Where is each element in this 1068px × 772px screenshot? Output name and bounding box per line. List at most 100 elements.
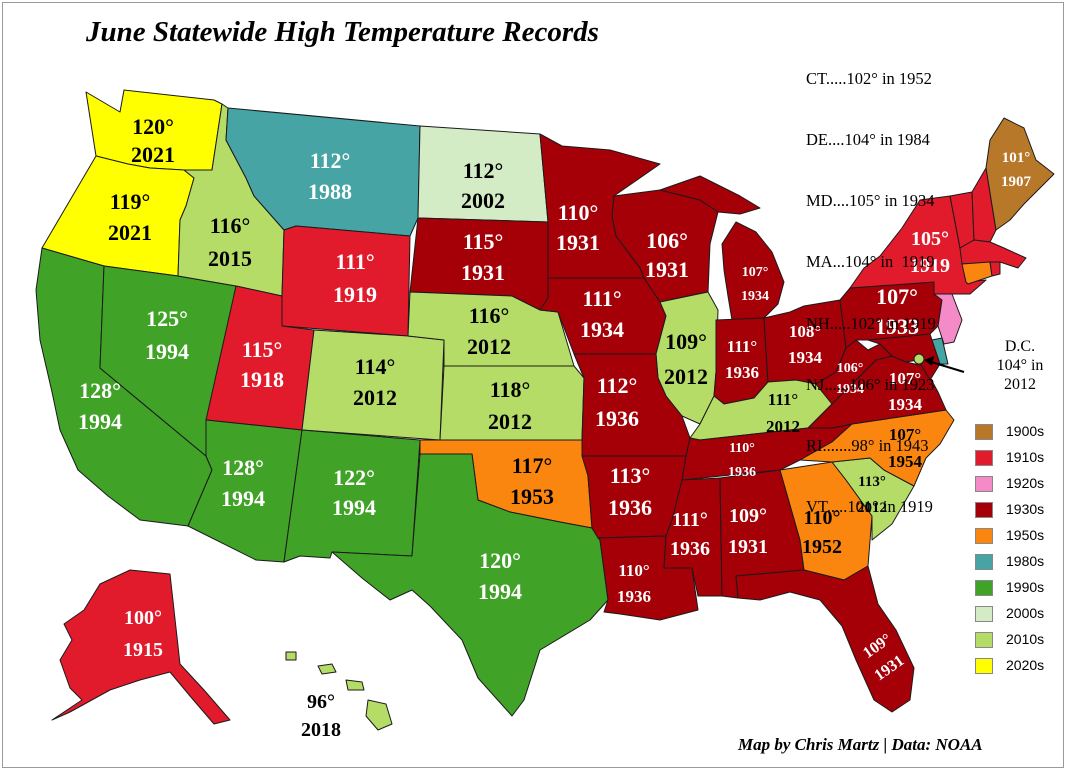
legend-label: 2020s: [1006, 657, 1045, 673]
wv-year: 1934: [836, 382, 864, 397]
state-de[interactable]: [931, 337, 949, 365]
legend-swatch: [975, 632, 993, 648]
sd-temp: 115°: [463, 229, 504, 254]
nc-year: 1954: [888, 452, 923, 471]
state-nm[interactable]: [283, 429, 421, 563]
legend-label: 1990s: [1006, 579, 1045, 595]
state-mi[interactable]: [721, 221, 785, 321]
ne-year: 2012: [467, 334, 511, 359]
or-temp: 119°: [110, 189, 151, 214]
legend-swatch: [975, 424, 993, 440]
state-me[interactable]: [985, 117, 1055, 231]
wy-temp: 111°: [335, 249, 374, 274]
hi-year: 2018: [301, 719, 341, 741]
map-credit: Map by Chris Martz | Data: NOAA: [738, 735, 983, 754]
ut-temp: 115°: [242, 337, 283, 362]
dc-label: D.C. 104° in 2012: [984, 337, 1056, 394]
legend-label: 1980s: [1006, 553, 1045, 569]
mn-temp: 110°: [558, 200, 599, 225]
va-year: 1934: [888, 395, 923, 414]
va-temp: 107°: [889, 369, 921, 388]
dc-arrow-head: [924, 356, 934, 366]
state-nc[interactable]: [799, 409, 955, 487]
state-ct[interactable]: [961, 261, 993, 285]
ks-year: 2012: [488, 409, 532, 434]
small-state-entry: CT.....102° in 1952: [806, 68, 932, 88]
ny-temp: 105°: [911, 228, 949, 250]
dc-label-line: 2012: [1004, 376, 1036, 393]
pa-year: 1933: [875, 314, 919, 339]
co-year: 2012: [353, 385, 397, 410]
ny-year: 1919: [910, 255, 950, 277]
state-ak[interactable]: [51, 569, 231, 725]
state-hi-2[interactable]: [317, 663, 337, 675]
dc-marker[interactable]: [913, 353, 925, 365]
legend-label: 1950s: [1006, 527, 1045, 543]
small-state-entry: VT.....101° in 1919: [806, 497, 933, 517]
me-temp: 101°: [1002, 150, 1031, 166]
il-temp: 109°: [665, 329, 707, 354]
mi-temp: 107°: [742, 265, 769, 280]
in-year: 1936: [725, 363, 759, 382]
dc-label-line: 104° in: [996, 357, 1044, 374]
legend-label: 1930s: [1006, 501, 1045, 517]
state-hi-4[interactable]: [365, 699, 393, 731]
state-hi-3[interactable]: [345, 679, 365, 691]
tx-temp: 120°: [479, 548, 521, 573]
state-fl[interactable]: [735, 565, 915, 713]
il-year: 2012: [664, 364, 708, 389]
small-state-entry: DE....104° in 1984: [806, 130, 930, 150]
me-year: 1907: [1001, 174, 1032, 190]
mn-year: 1931: [556, 230, 600, 255]
in-temp: 111°: [727, 337, 757, 356]
nv-year: 1994: [145, 339, 189, 364]
mo-temp: 112°: [597, 373, 638, 398]
ne-temp: 116°: [469, 303, 510, 328]
nc-temp: 107°: [889, 425, 921, 444]
legend-label: 2010s: [1006, 631, 1045, 647]
state-hi-1[interactable]: [285, 651, 297, 661]
legend-label: 1900s: [1006, 423, 1045, 439]
ca-year: 1994: [78, 409, 122, 434]
az-year: 1994: [221, 486, 265, 511]
state-co[interactable]: [301, 329, 445, 441]
wi-year: 1931: [645, 257, 689, 282]
state-il[interactable]: [655, 291, 719, 425]
ks-temp: 118°: [490, 377, 531, 402]
wa-year: 2021: [131, 142, 175, 167]
ia-year: 1934: [580, 317, 624, 342]
la-temp: 110°: [618, 561, 649, 580]
az-temp: 128°: [222, 455, 264, 480]
ia-temp: 111°: [582, 286, 621, 311]
state-mi-upper[interactable]: [659, 175, 761, 215]
ut-year: 1918: [240, 367, 284, 392]
state-ri[interactable]: [989, 261, 1001, 277]
wv-temp: 106°: [837, 361, 864, 376]
ak-year: 1915: [123, 639, 163, 661]
state-tx[interactable]: [331, 453, 609, 717]
mo-year: 1936: [595, 406, 639, 431]
ga-year: 1952: [802, 536, 842, 558]
dc-label-line: D.C.: [1004, 338, 1036, 355]
legend-swatch: [975, 528, 993, 544]
legend-swatch: [975, 658, 993, 674]
legend-swatch: [975, 606, 993, 622]
legend-label: 1920s: [1006, 475, 1045, 491]
legend-swatch: [975, 502, 993, 518]
state-wy[interactable]: [281, 225, 411, 337]
state-nj[interactable]: [933, 293, 963, 345]
state-nh[interactable]: [971, 167, 997, 243]
sc-year: 2012: [857, 500, 887, 516]
ak-temp: 100°: [124, 607, 162, 629]
ok-year: 1953: [510, 484, 554, 509]
nd-year: 2002: [461, 188, 505, 213]
al-temp: 109°: [729, 505, 767, 527]
ms-temp: 111°: [672, 509, 708, 531]
ar-temp: 113°: [610, 463, 651, 488]
mt-year: 1988: [308, 179, 352, 204]
co-temp: 114°: [355, 354, 396, 379]
legend-swatch: [975, 476, 993, 492]
legend-label: 2000s: [1006, 605, 1045, 621]
ca-temp: 128°: [79, 378, 121, 403]
map-title: June Statewide High Temperature Records: [86, 16, 599, 48]
